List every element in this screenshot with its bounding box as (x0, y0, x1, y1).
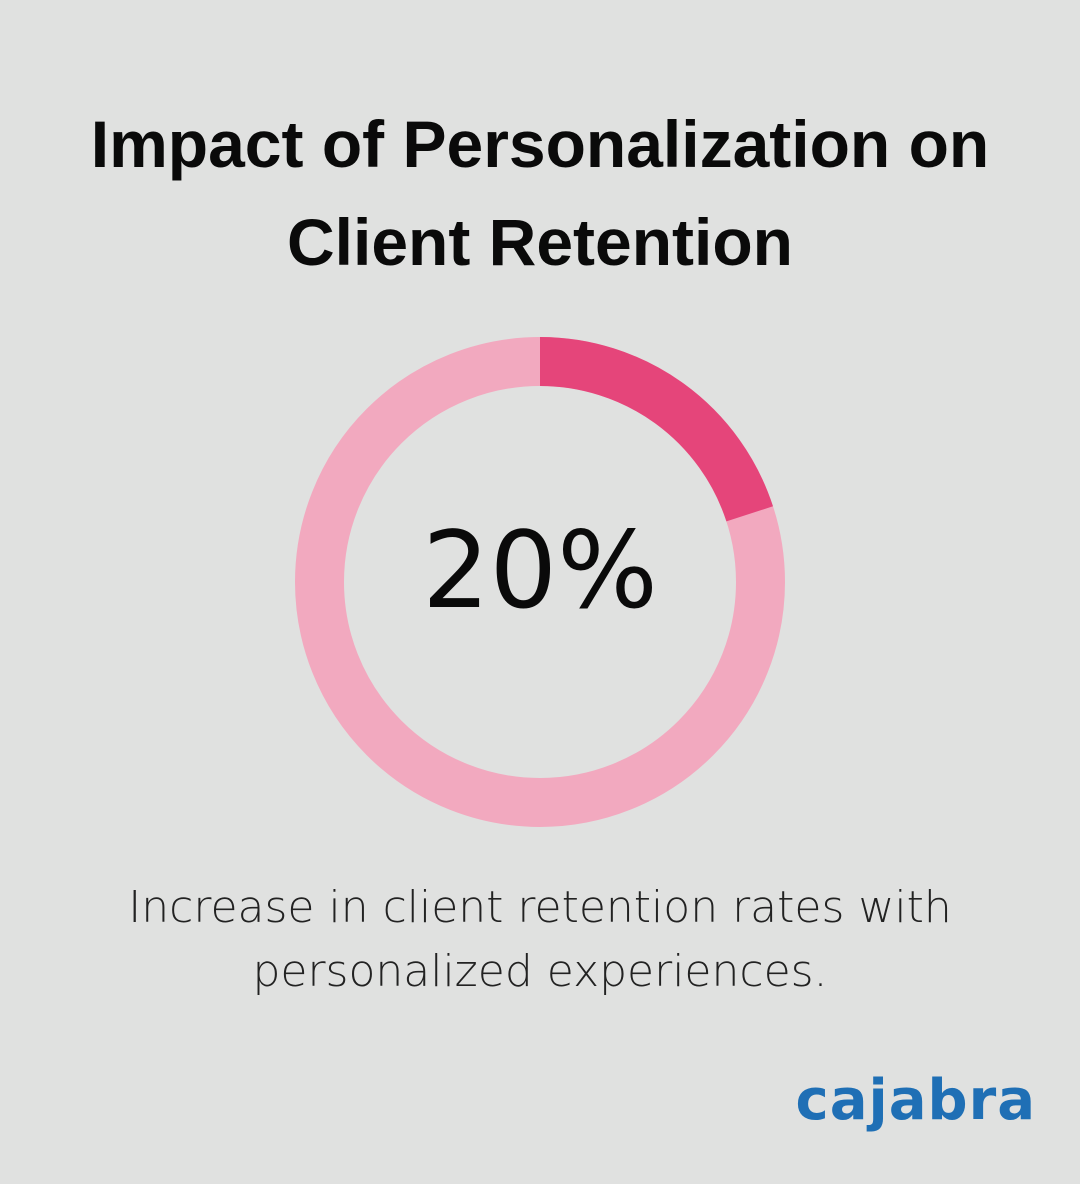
brand-logo: cajabra (795, 1068, 1036, 1133)
caption: Increase in client retention rates with … (128, 882, 952, 997)
donut-segment (539, 337, 774, 522)
value-label: 20% (422, 509, 658, 632)
chart-title: Impact of Personalization on Client Rete… (90, 107, 990, 279)
